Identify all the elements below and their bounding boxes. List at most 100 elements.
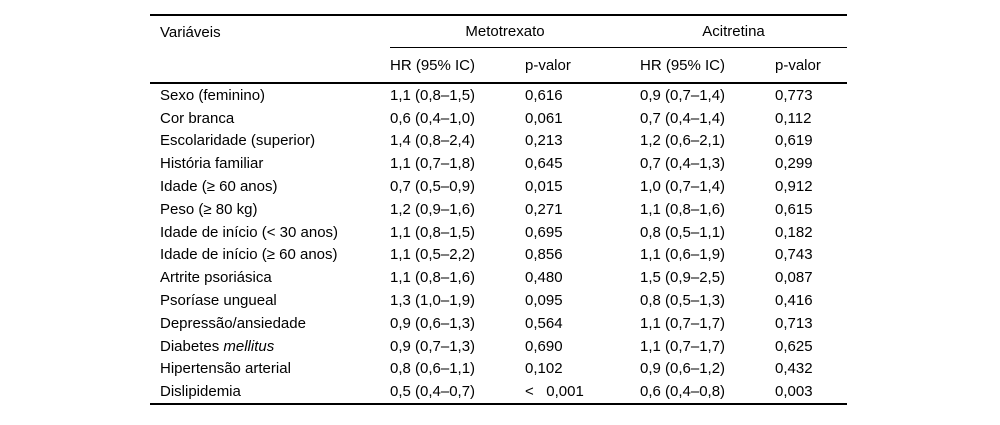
table-body: Sexo (feminino) 1,1 (0,8–1,5) 0,616 0,9 … (150, 83, 847, 404)
column-header-variables: Variáveis (150, 15, 390, 84)
metotrexato-hr-cell: 1,1 (0,7–1,8) (390, 155, 476, 173)
column-group-metotrexato: Metotrexato (390, 15, 640, 48)
variable-cell: Psoríase ungueal (150, 289, 390, 312)
metotrexato-hr-cell: 0,7 (0,5–0,9) (390, 178, 476, 196)
table-row: Idade de início (≥ 60 anos) 1,1 (0,5–2,2… (150, 244, 847, 267)
variable-label: História familiar (160, 155, 264, 173)
table-row: Escolaridade (superior) 1,4 (0,8–2,4) 0,… (150, 130, 847, 153)
metotrexato-pvalue-cell: 0,015 (525, 178, 563, 196)
metotrexato-pvalue-cell: 0,102 (525, 360, 563, 378)
metotrexato-pvalue-cell: 0,695 (525, 223, 563, 241)
variable-label: Peso (≥ 80 kg) (160, 200, 258, 218)
table-row: Idade (≥ 60 anos) 0,7 (0,5–0,9) 0,015 1,… (150, 175, 847, 198)
metotrexato-hr-cell: 0,9 (0,6–1,3) (390, 314, 476, 332)
variable-label: Diabetes (160, 337, 224, 355)
variable-label: Psoríase ungueal (160, 292, 277, 310)
metotrexato-hr-cell: 1,1 (0,8–1,5) (390, 86, 476, 104)
variable-cell: História familiar (150, 152, 390, 175)
acitretina-pvalue-cell: 0,625 (775, 337, 813, 355)
hazard-ratio-table: Variáveis Metotrexato Acitretina HR (95%… (150, 14, 847, 406)
metotrexato-pvalue-cell: 0,564 (525, 314, 563, 332)
acitretina-hr-cell: 0,7 (0,4–1,3) (640, 155, 726, 173)
metotrexato-pvalue-cell: 0,271 (525, 200, 563, 218)
acitretina-hr-cell: 1,1 (0,7–1,7) (640, 314, 726, 332)
metotrexato-pvalue-cell: 0,213 (525, 132, 563, 150)
table-header: Variáveis Metotrexato Acitretina HR (95%… (150, 15, 847, 84)
metotrexato-hr-cell: 0,5 (0,4–0,7) (390, 383, 476, 401)
variable-label: Artrite psoriásica (160, 269, 272, 287)
acitretina-pvalue-cell: 0,713 (775, 314, 813, 332)
group-header-row: Variáveis Metotrexato Acitretina (150, 15, 847, 84)
variable-cell: Idade (≥ 60 anos) (150, 175, 390, 198)
metotrexato-pvalue-cell: 0,480 (525, 269, 563, 287)
metotrexato-hr-cell: 0,8 (0,6–1,1) (390, 360, 476, 378)
metotrexato-pvalue-cell: 0,690 (525, 337, 563, 355)
acitretina-hr-cell: 0,9 (0,7–1,4) (640, 86, 726, 104)
acitretina-hr-cell: 1,1 (0,7–1,7) (640, 337, 726, 355)
variable-cell: Sexo (feminino) (150, 83, 390, 107)
variable-label: Escolaridade (superior) (160, 132, 316, 150)
variable-label: Idade (≥ 60 anos) (160, 178, 278, 196)
acitretina-pvalue-cell: 0,416 (775, 292, 813, 310)
column-group-acitretina: Acitretina (640, 15, 847, 48)
metotrexato-hr-cell: 1,3 (1,0–1,9) (390, 292, 476, 310)
acitretina-hr-cell: 0,7 (0,4–1,4) (640, 109, 726, 127)
acitretina-pvalue-cell: 0,619 (775, 132, 813, 150)
variable-cell: Depressão/ansiedade (150, 312, 390, 335)
acitretina-hr-cell: 1,1 (0,8–1,6) (640, 200, 726, 218)
acitretina-pvalue-cell: 0,003 (775, 383, 813, 401)
variable-label: Cor branca (160, 109, 235, 127)
acitretina-hr-cell: 0,6 (0,4–0,8) (640, 383, 726, 401)
table-row: Dislipidemia 0,5 (0,4–0,7) < 0,001 0,6 (… (150, 380, 847, 404)
acitretina-hr-cell: 1,0 (0,7–1,4) (640, 178, 726, 196)
metotrexato-hr-cell: 1,1 (0,8–1,5) (390, 223, 476, 241)
metotrexato-pvalue-cell: 0,095 (525, 292, 563, 310)
table-row: Depressão/ansiedade 0,9 (0,6–1,3) 0,564 … (150, 312, 847, 335)
variable-label-italic: mellitus (223, 337, 275, 355)
column-header-pvalue-acitretina: p-valor (775, 47, 847, 84)
acitretina-pvalue-cell: 0,773 (775, 86, 813, 104)
acitretina-pvalue-cell: 0,087 (775, 269, 813, 287)
variable-label: Depressão/ansiedade (160, 314, 306, 332)
acitretina-pvalue-cell: 0,743 (775, 246, 813, 264)
metotrexato-pvalue-cell: 0,856 (525, 246, 563, 264)
table-row: Artrite psoriásica 1,1 (0,8–1,6) 0,480 1… (150, 266, 847, 289)
acitretina-hr-cell: 0,9 (0,6–1,2) (640, 360, 726, 378)
acitretina-hr-cell: 0,8 (0,5–1,1) (640, 223, 726, 241)
metotrexato-hr-cell: 0,9 (0,7–1,3) (390, 337, 476, 355)
variable-label: Sexo (feminino) (160, 86, 266, 104)
acitretina-hr-cell: 0,8 (0,5–1,3) (640, 292, 726, 310)
variable-label: Idade de início (≥ 60 anos) (160, 246, 338, 264)
table-row: Sexo (feminino) 1,1 (0,8–1,5) 0,616 0,9 … (150, 83, 847, 107)
column-header-hr-acitretina: HR (95% IC) (640, 47, 775, 84)
metotrexato-hr-cell: 1,2 (0,9–1,6) (390, 200, 476, 218)
column-header-pvalue-metotrexato: p-valor (525, 47, 640, 84)
metotrexato-hr-cell: 1,1 (0,5–2,2) (390, 246, 476, 264)
metotrexato-pvalue-cell: 0,616 (525, 86, 563, 104)
variable-cell: Cor branca (150, 107, 390, 130)
variable-cell: Dislipidemia (150, 380, 390, 404)
variable-label: Idade de início (< 30 anos) (160, 223, 339, 241)
acitretina-hr-cell: 1,2 (0,6–2,1) (640, 132, 726, 150)
sub-header-row: HR (95% IC) p-valor HR (95% IC) p-valor (150, 47, 847, 84)
variable-cell: Artrite psoriásica (150, 266, 390, 289)
metotrexato-hr-cell: 1,1 (0,8–1,6) (390, 269, 476, 287)
table-row: Peso (≥ 80 kg) 1,2 (0,9–1,6) 0,271 1,1 (… (150, 198, 847, 221)
table-row: Psoríase ungueal 1,3 (1,0–1,9) 0,095 0,8… (150, 289, 847, 312)
acitretina-pvalue-cell: 0,112 (775, 109, 812, 127)
column-header-hr-metotrexato: HR (95% IC) (390, 47, 525, 84)
table-row: Hipertensão arterial 0,8 (0,6–1,1) 0,102… (150, 358, 847, 381)
variable-label: Dislipidemia (160, 383, 241, 401)
metotrexato-pvalue-cell: 0,061 (525, 109, 563, 127)
acitretina-pvalue-cell: 0,299 (775, 155, 813, 173)
metotrexato-pvalue-cell: 0,645 (525, 155, 563, 173)
table-row: História familiar 1,1 (0,7–1,8) 0,645 0,… (150, 152, 847, 175)
acitretina-hr-cell: 1,5 (0,9–2,5) (640, 269, 726, 287)
table-row: Idade de início (< 30 anos) 1,1 (0,8–1,5… (150, 221, 847, 244)
metotrexato-hr-cell: 0,6 (0,4–1,0) (390, 109, 476, 127)
variable-cell: Diabetes mellitus (150, 335, 390, 358)
variable-label: Hipertensão arterial (160, 360, 291, 378)
acitretina-pvalue-cell: 0,912 (775, 178, 813, 196)
variable-cell: Escolaridade (superior) (150, 130, 390, 153)
